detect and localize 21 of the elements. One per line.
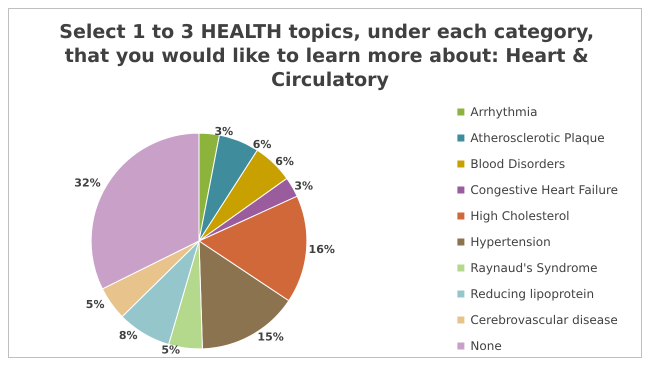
- data-label: 5%: [161, 343, 180, 356]
- data-label: 8%: [118, 328, 138, 342]
- data-label: 3%: [294, 180, 314, 193]
- legend-label: Cerebrovascular disease: [470, 313, 618, 327]
- data-label: 6%: [252, 138, 272, 152]
- data-label: 16%: [308, 243, 335, 256]
- legend-label: Hypertension: [470, 235, 551, 249]
- legend-label: Arrhythmia: [470, 105, 538, 119]
- data-label: 32%: [74, 176, 101, 190]
- data-label: 3%: [214, 125, 234, 138]
- data-label: 15%: [257, 330, 284, 344]
- legend-label: Raynaud's Syndrome: [470, 261, 598, 275]
- data-label: 5%: [86, 298, 104, 312]
- legend-label: Blood Disorders: [470, 157, 566, 171]
- legend-label: Congestive Heart Failure: [470, 183, 618, 197]
- legend-label: Atherosclerotic Plaque: [470, 131, 605, 145]
- legend-label: None: [470, 339, 502, 353]
- legend-label: High Cholesterol: [470, 209, 570, 223]
- legend-label: Reducing lipoprotein: [470, 287, 594, 301]
- chart-title: Select 1 to 3 HEALTH topics, under each category, that you would like to learn more about: Heart & Circulatory: [59, 21, 601, 91]
- data-label: 6%: [275, 154, 294, 168]
